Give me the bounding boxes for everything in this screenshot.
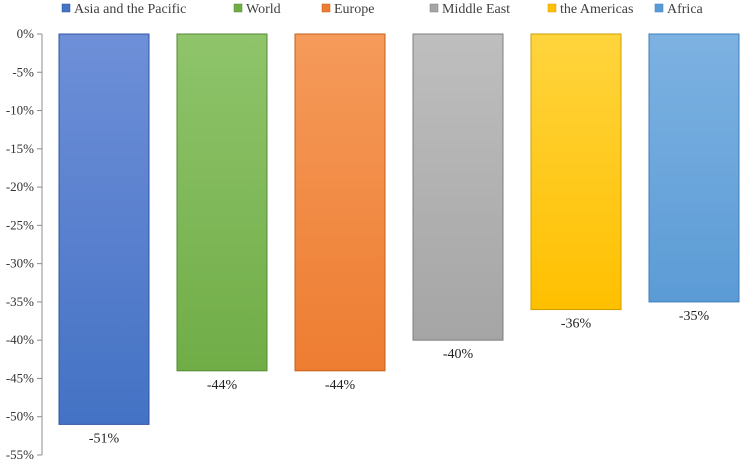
bar-asia-and-the-pacific (58, 33, 150, 425)
legend-swatch (61, 3, 71, 13)
legend-label: the Americas (560, 2, 633, 17)
y-tick-label: -15% (6, 141, 34, 156)
y-tick-label: -5% (12, 64, 34, 79)
legend-label: Middle East (442, 2, 510, 17)
legend-label: Europe (334, 2, 374, 17)
legend-label: Africa (667, 2, 704, 17)
data-label: -44% (207, 378, 238, 393)
y-tick-label: -40% (6, 332, 34, 347)
bar-africa (648, 33, 740, 303)
legend-swatch (429, 3, 439, 13)
data-label: -36% (561, 317, 592, 332)
y-tick-label: -50% (6, 409, 34, 424)
y-tick-label: -35% (6, 294, 34, 309)
legend-swatch (321, 3, 331, 13)
y-tick-label: -20% (6, 179, 34, 194)
y-tick-label: 0% (17, 26, 35, 41)
y-axis: 0% -5% -10% -15% -20% -25% -30% -35% -40% -45% -50… (6, 26, 43, 462)
y-tick-label: -10% (6, 103, 34, 118)
legend-swatch (547, 3, 557, 13)
legend-swatch (233, 3, 243, 13)
bar-europe (294, 33, 386, 372)
legend-swatch (654, 3, 664, 13)
bars (58, 33, 740, 425)
legend-label: Asia and the Pacific (74, 2, 186, 17)
data-labels: -51% -44% -44% -40% -36% -35% (89, 309, 710, 446)
data-label: -51% (89, 431, 120, 446)
y-tick-label: -55% (6, 447, 34, 462)
legend-label: World (246, 2, 281, 17)
y-tick-label: -25% (6, 217, 34, 232)
data-label: -35% (679, 309, 710, 324)
data-label: -40% (443, 347, 474, 362)
bar-world (176, 33, 268, 372)
legend: Asia and the Pacific World Europe Middle Ea… (61, 2, 704, 17)
bar-middle-east (412, 33, 504, 341)
y-tick-label: -45% (6, 370, 34, 385)
data-label: -44% (325, 378, 356, 393)
bar-the-americas (530, 33, 622, 311)
y-tick-label: -30% (6, 256, 34, 271)
